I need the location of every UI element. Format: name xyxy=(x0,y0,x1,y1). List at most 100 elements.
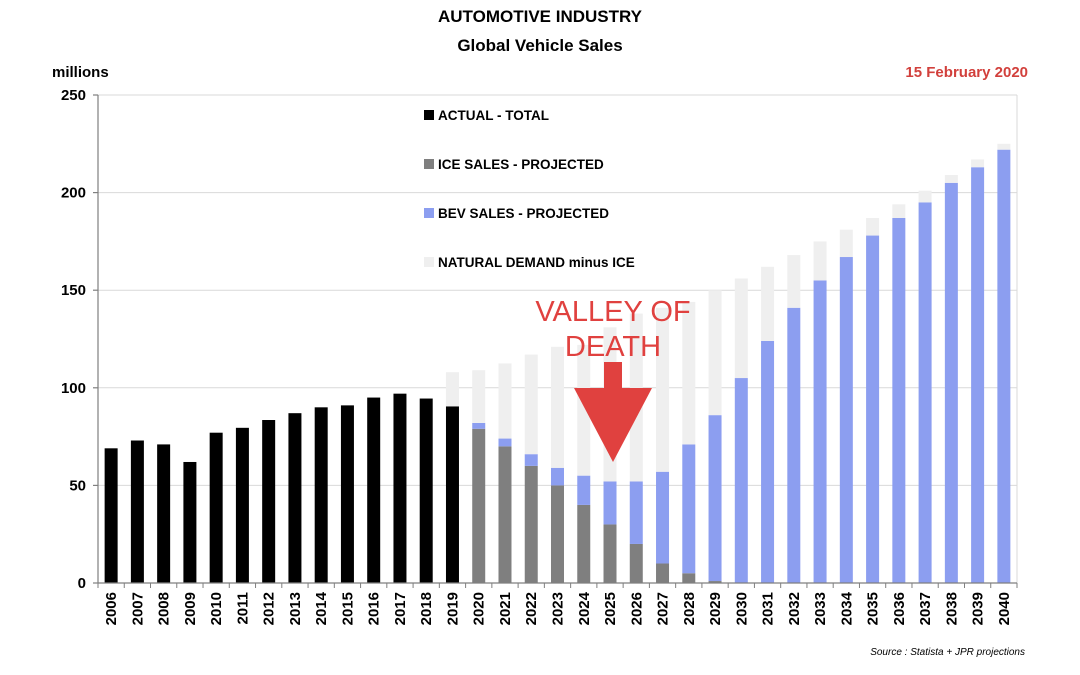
bar-2029-series-1 xyxy=(708,581,722,583)
bar-2038-series-2 xyxy=(944,182,958,583)
bar-2020-series-3 xyxy=(472,370,486,423)
x-tick-label-2025: 2025 xyxy=(602,592,619,625)
bar-2021-series-1 xyxy=(498,446,512,583)
legend-swatch-3 xyxy=(424,257,434,267)
x-tick-label-2026: 2026 xyxy=(628,592,645,625)
bar-2007-series-0 xyxy=(130,440,144,583)
legend-swatch-1 xyxy=(424,159,434,169)
bar-2025-series-2 xyxy=(603,481,617,525)
y-tick-label-50: 50 xyxy=(69,477,86,494)
bar-2027-series-1 xyxy=(656,563,670,583)
bar-2030-series-3 xyxy=(734,278,748,379)
legend-label-2: BEV SALES - PROJECTED xyxy=(438,206,609,221)
bar-2028-series-1 xyxy=(682,573,696,583)
y-tick-label-0: 0 xyxy=(78,575,86,592)
bar-2024-series-3 xyxy=(577,344,591,476)
bar-2026-series-2 xyxy=(629,481,643,544)
bar-2016-series-0 xyxy=(367,397,381,583)
bar-2022-series-1 xyxy=(524,465,538,583)
bar-2013-series-0 xyxy=(288,413,302,583)
bar-2021-series-3 xyxy=(498,363,512,439)
bar-2023-series-3 xyxy=(551,346,564,468)
x-tick-label-2020: 2020 xyxy=(471,592,488,625)
axes xyxy=(93,94,1018,588)
bar-2034-series-3 xyxy=(839,229,853,258)
x-tick-labels: 2006 2007 2008 2009 2010 2011 2012 2013 2014 2015… xyxy=(103,591,1013,625)
legend-label-1: ICE SALES - PROJECTED xyxy=(438,157,604,172)
x-tick-label-2007: 2007 xyxy=(129,592,146,625)
x-tick-label-2024: 2024 xyxy=(576,591,593,625)
x-tick-label-2039: 2039 xyxy=(970,592,987,625)
bar-2029-series-2 xyxy=(708,415,722,582)
valley-label-line2: DEATH xyxy=(565,331,661,363)
bar-2035-series-2 xyxy=(866,235,880,584)
legend-label-3: NATURAL DEMAND minus ICE xyxy=(438,255,635,270)
x-tick-label-2029: 2029 xyxy=(707,592,724,625)
x-tick-label-2013: 2013 xyxy=(287,592,304,625)
x-tick-label-2017: 2017 xyxy=(392,592,409,625)
x-tick-label-2032: 2032 xyxy=(786,592,803,625)
bar-2031-series-3 xyxy=(761,266,775,341)
y-tick-label-150: 150 xyxy=(61,282,86,299)
chart-title: AUTOMOTIVE INDUSTRY xyxy=(438,7,643,26)
bar-2036-series-3 xyxy=(892,204,906,218)
bar-2022-series-2 xyxy=(524,454,538,466)
bar-2027-series-3 xyxy=(656,307,670,472)
bar-2022-series-3 xyxy=(524,354,538,455)
x-tick-label-2006: 2006 xyxy=(103,592,120,625)
bar-2019-series-0 xyxy=(445,406,459,583)
legend-swatch-0 xyxy=(424,110,434,120)
bar-2009-series-0 xyxy=(183,461,197,583)
bar-2037-series-3 xyxy=(918,190,932,203)
gridlines xyxy=(98,94,1018,583)
x-tick-label-2012: 2012 xyxy=(261,592,278,625)
bar-2018-series-0 xyxy=(419,398,433,583)
bar-2029-series-3 xyxy=(708,290,722,416)
bar-2019-series-3 xyxy=(445,372,459,407)
bar-2006-series-0 xyxy=(104,448,118,583)
legend-swatch-2 xyxy=(424,208,434,218)
down-arrow-icon xyxy=(574,362,652,462)
bar-2035-series-3 xyxy=(866,217,880,236)
source-note: Source : Statista + JPR projections xyxy=(870,647,1025,658)
bar-2037-series-2 xyxy=(918,202,932,584)
y-tick-labels: 0 50 100 150 200 250 xyxy=(61,87,86,592)
bars xyxy=(104,143,1011,584)
bar-2017-series-0 xyxy=(393,393,407,583)
bar-2025-series-1 xyxy=(603,524,617,583)
bar-2011-series-0 xyxy=(235,427,249,583)
x-tick-label-2023: 2023 xyxy=(550,592,567,625)
bar-2039-series-3 xyxy=(971,159,985,168)
bar-2033-series-2 xyxy=(813,280,827,583)
x-tick-label-2014: 2014 xyxy=(313,591,330,625)
bar-2028-series-2 xyxy=(682,444,696,574)
x-tick-label-2037: 2037 xyxy=(917,592,934,625)
bar-2034-series-2 xyxy=(839,257,853,583)
x-tick-label-2021: 2021 xyxy=(497,592,514,625)
x-tick-label-2019: 2019 xyxy=(444,592,461,625)
x-tick-label-2034: 2034 xyxy=(838,591,855,625)
x-tick-label-2010: 2010 xyxy=(208,592,225,625)
bar-2028-series-3 xyxy=(682,301,696,445)
bar-2020-series-2 xyxy=(472,422,486,429)
bar-2032-series-2 xyxy=(787,307,801,583)
x-tick-label-2011: 2011 xyxy=(234,592,251,625)
x-tick-label-2036: 2036 xyxy=(891,592,908,625)
bar-2021-series-2 xyxy=(498,438,512,447)
bar-2040-series-2 xyxy=(997,149,1011,583)
bar-2032-series-3 xyxy=(787,255,801,308)
bar-2020-series-1 xyxy=(472,428,486,583)
x-tick-label-2016: 2016 xyxy=(366,592,383,625)
bar-2023-series-2 xyxy=(551,467,564,486)
x-tick-label-2015: 2015 xyxy=(339,592,356,625)
y-axis-label: millions xyxy=(52,64,109,81)
bar-2026-series-1 xyxy=(629,543,643,583)
x-tick-label-2028: 2028 xyxy=(681,592,698,625)
x-tick-label-2040: 2040 xyxy=(996,592,1013,625)
bar-2033-series-3 xyxy=(813,241,827,281)
bar-2008-series-0 xyxy=(157,444,171,583)
x-tick-label-2022: 2022 xyxy=(523,592,540,625)
bar-2015-series-0 xyxy=(340,405,354,583)
valley-label-line1: VALLEY OF xyxy=(535,296,690,328)
x-tick-label-2018: 2018 xyxy=(418,592,435,625)
